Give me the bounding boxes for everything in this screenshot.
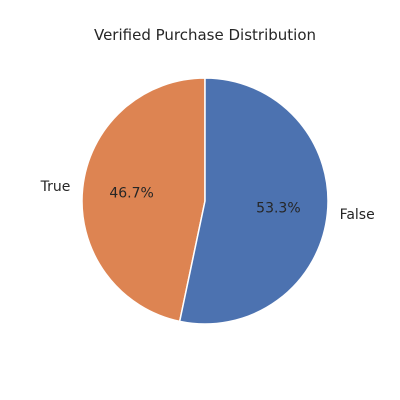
slice-label-false: False [340,207,375,223]
slice-label-true: True [40,179,71,195]
pie-labels: True 46.7% False 53.3% [40,179,375,223]
slice-percent-true: 46.7% [109,185,153,201]
slice-percent-false: 53.3% [256,201,300,217]
pie-slice-false [178,77,329,325]
chart-title: Verified Purchase Distribution [94,26,316,44]
pie-slices [81,77,329,325]
pie-slice-true [81,77,206,323]
